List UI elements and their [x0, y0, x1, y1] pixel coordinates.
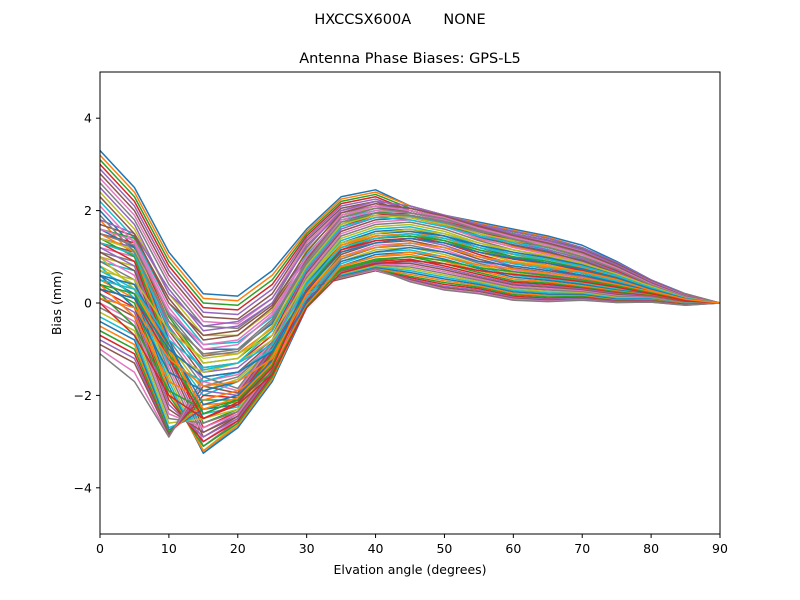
series-line-51: [100, 246, 720, 392]
x-axis: 0 10 20 30 40 50 60 70 80 90: [96, 534, 728, 556]
x-tick-label: 40: [368, 541, 384, 556]
y-tick-label: 4: [84, 111, 92, 126]
y-tick-label: 2: [84, 203, 92, 218]
x-tick-label: 80: [643, 541, 659, 556]
y-axis-label: Bias (mm): [49, 271, 64, 335]
x-tick-label: 0: [96, 541, 104, 556]
series-line-36: [100, 262, 720, 434]
chart-title: Antenna Phase Biases: GPS-L5: [299, 51, 521, 67]
series-line-70: [100, 232, 720, 369]
series-line-38: [100, 264, 720, 424]
series-line-71: [100, 237, 720, 378]
x-tick-label: 60: [505, 541, 521, 556]
x-tick-label: 30: [299, 541, 315, 556]
y-tick-label: −2: [74, 388, 92, 403]
y-axis: −4 −2 0 2 4: [74, 111, 100, 495]
series-line-52: [100, 251, 720, 401]
series-line-67: [100, 205, 720, 346]
series-line-32: [100, 253, 720, 452]
series-lines: [100, 150, 720, 454]
series-line-69: [100, 228, 720, 360]
series-line-35: [100, 260, 720, 438]
x-tick-label: 90: [712, 541, 728, 556]
series-line-68: [100, 207, 720, 355]
x-tick-label: 20: [230, 541, 246, 556]
x-tick-label: 70: [574, 541, 590, 556]
series-line-34: [100, 258, 720, 443]
series-line-66: [100, 196, 720, 337]
y-tick-label: −4: [74, 480, 92, 495]
figure-suptitle: HXCCSX600A NONE: [314, 12, 485, 28]
x-tick-label: 50: [436, 541, 452, 556]
y-tick-label: 0: [84, 296, 92, 311]
x-axis-label: Elvation angle (degrees): [333, 562, 486, 577]
x-tick-label: 10: [161, 541, 177, 556]
series-line-72: [100, 242, 720, 387]
series-line-65: [100, 186, 720, 327]
series-line-37: [100, 263, 720, 429]
